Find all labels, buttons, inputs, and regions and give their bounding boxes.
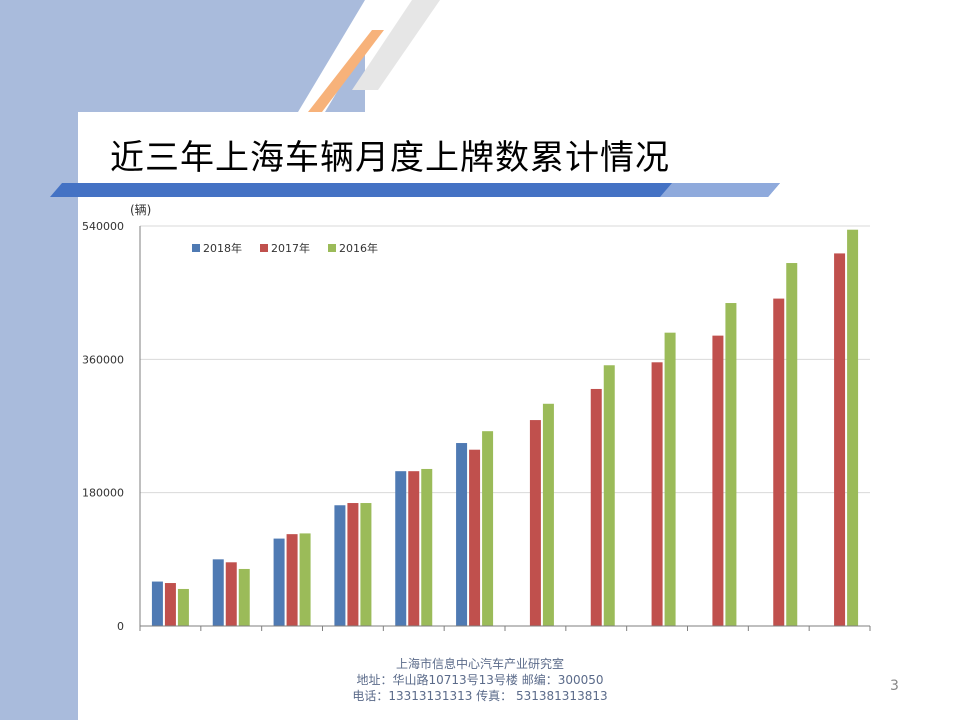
- bar: [238, 568, 250, 626]
- bar: [664, 332, 676, 626]
- bar: [421, 468, 433, 626]
- bar: [286, 534, 298, 626]
- bar: [408, 471, 420, 626]
- page-number: 3: [890, 678, 899, 694]
- bar: [334, 505, 346, 626]
- legend-label: 2017年: [271, 241, 310, 255]
- x-tick-label: 4: [349, 639, 356, 640]
- y-tick-label: 540000: [82, 220, 124, 233]
- bar: [590, 388, 602, 626]
- bar: [651, 362, 663, 626]
- x-tick-label: 11: [772, 639, 786, 640]
- background-top-band: [0, 0, 365, 112]
- bar: [164, 583, 176, 626]
- legend-swatch: [328, 244, 336, 252]
- x-tick-label: 5: [410, 639, 417, 640]
- x-tick-label: 12: [833, 639, 847, 640]
- bar: [456, 443, 468, 626]
- legend-label: 2016年: [339, 241, 378, 255]
- legend-label: 2018年: [203, 241, 242, 255]
- y-unit-label: (辆): [130, 203, 151, 217]
- bar: [482, 431, 494, 626]
- x-tick-label: 9: [654, 639, 661, 640]
- bar: [786, 263, 798, 626]
- footer-address: 地址：华山路10713号13号楼 邮编：300050: [356, 673, 604, 687]
- x-tick-label: 3: [289, 639, 296, 640]
- bar: [847, 229, 859, 626]
- bar: [212, 559, 224, 626]
- y-tick-label: 0: [117, 620, 124, 633]
- x-tick-label: 1: [167, 639, 174, 640]
- bar-chart: (辆) 0180000360000540000123456789101112 2…: [82, 203, 871, 640]
- bar: [347, 503, 359, 626]
- y-tick-label: 360000: [82, 353, 124, 366]
- bar: [151, 581, 163, 626]
- bar: [273, 538, 285, 626]
- x-tick-label: 10: [711, 639, 725, 640]
- content-card: [78, 112, 960, 720]
- decorative-stripes: [50, 0, 780, 197]
- bar: [725, 303, 737, 626]
- bar: [529, 420, 541, 626]
- bar: [542, 403, 554, 626]
- background-left-band: [0, 0, 78, 720]
- x-tick-label: 7: [532, 639, 539, 640]
- bar: [773, 298, 785, 626]
- x-tick-label: 2: [228, 639, 235, 640]
- x-tick-label: 8: [593, 639, 600, 640]
- bar: [395, 471, 407, 626]
- bar: [177, 588, 189, 626]
- x-tick-label: 6: [471, 639, 478, 640]
- footer-contact: 上海市信息中心汽车产业研究室 地址：华山路10713号13号楼 邮编：30005…: [300, 656, 660, 704]
- footer-org: 上海市信息中心汽车产业研究室: [395, 657, 564, 671]
- bar: [603, 365, 615, 626]
- bar: [469, 449, 481, 626]
- bar: [834, 253, 846, 626]
- legend-swatch: [192, 244, 200, 252]
- y-tick-label: 180000: [82, 487, 124, 500]
- slide-title: 近三年上海车辆月度上牌数累计情况: [110, 138, 670, 178]
- bar: [360, 503, 372, 626]
- legend-swatch: [260, 244, 268, 252]
- bar: [225, 562, 237, 626]
- bar: [299, 533, 311, 626]
- bar: [712, 335, 724, 626]
- footer-phone: 电话：13313131313 传真： 531381313813: [352, 689, 608, 703]
